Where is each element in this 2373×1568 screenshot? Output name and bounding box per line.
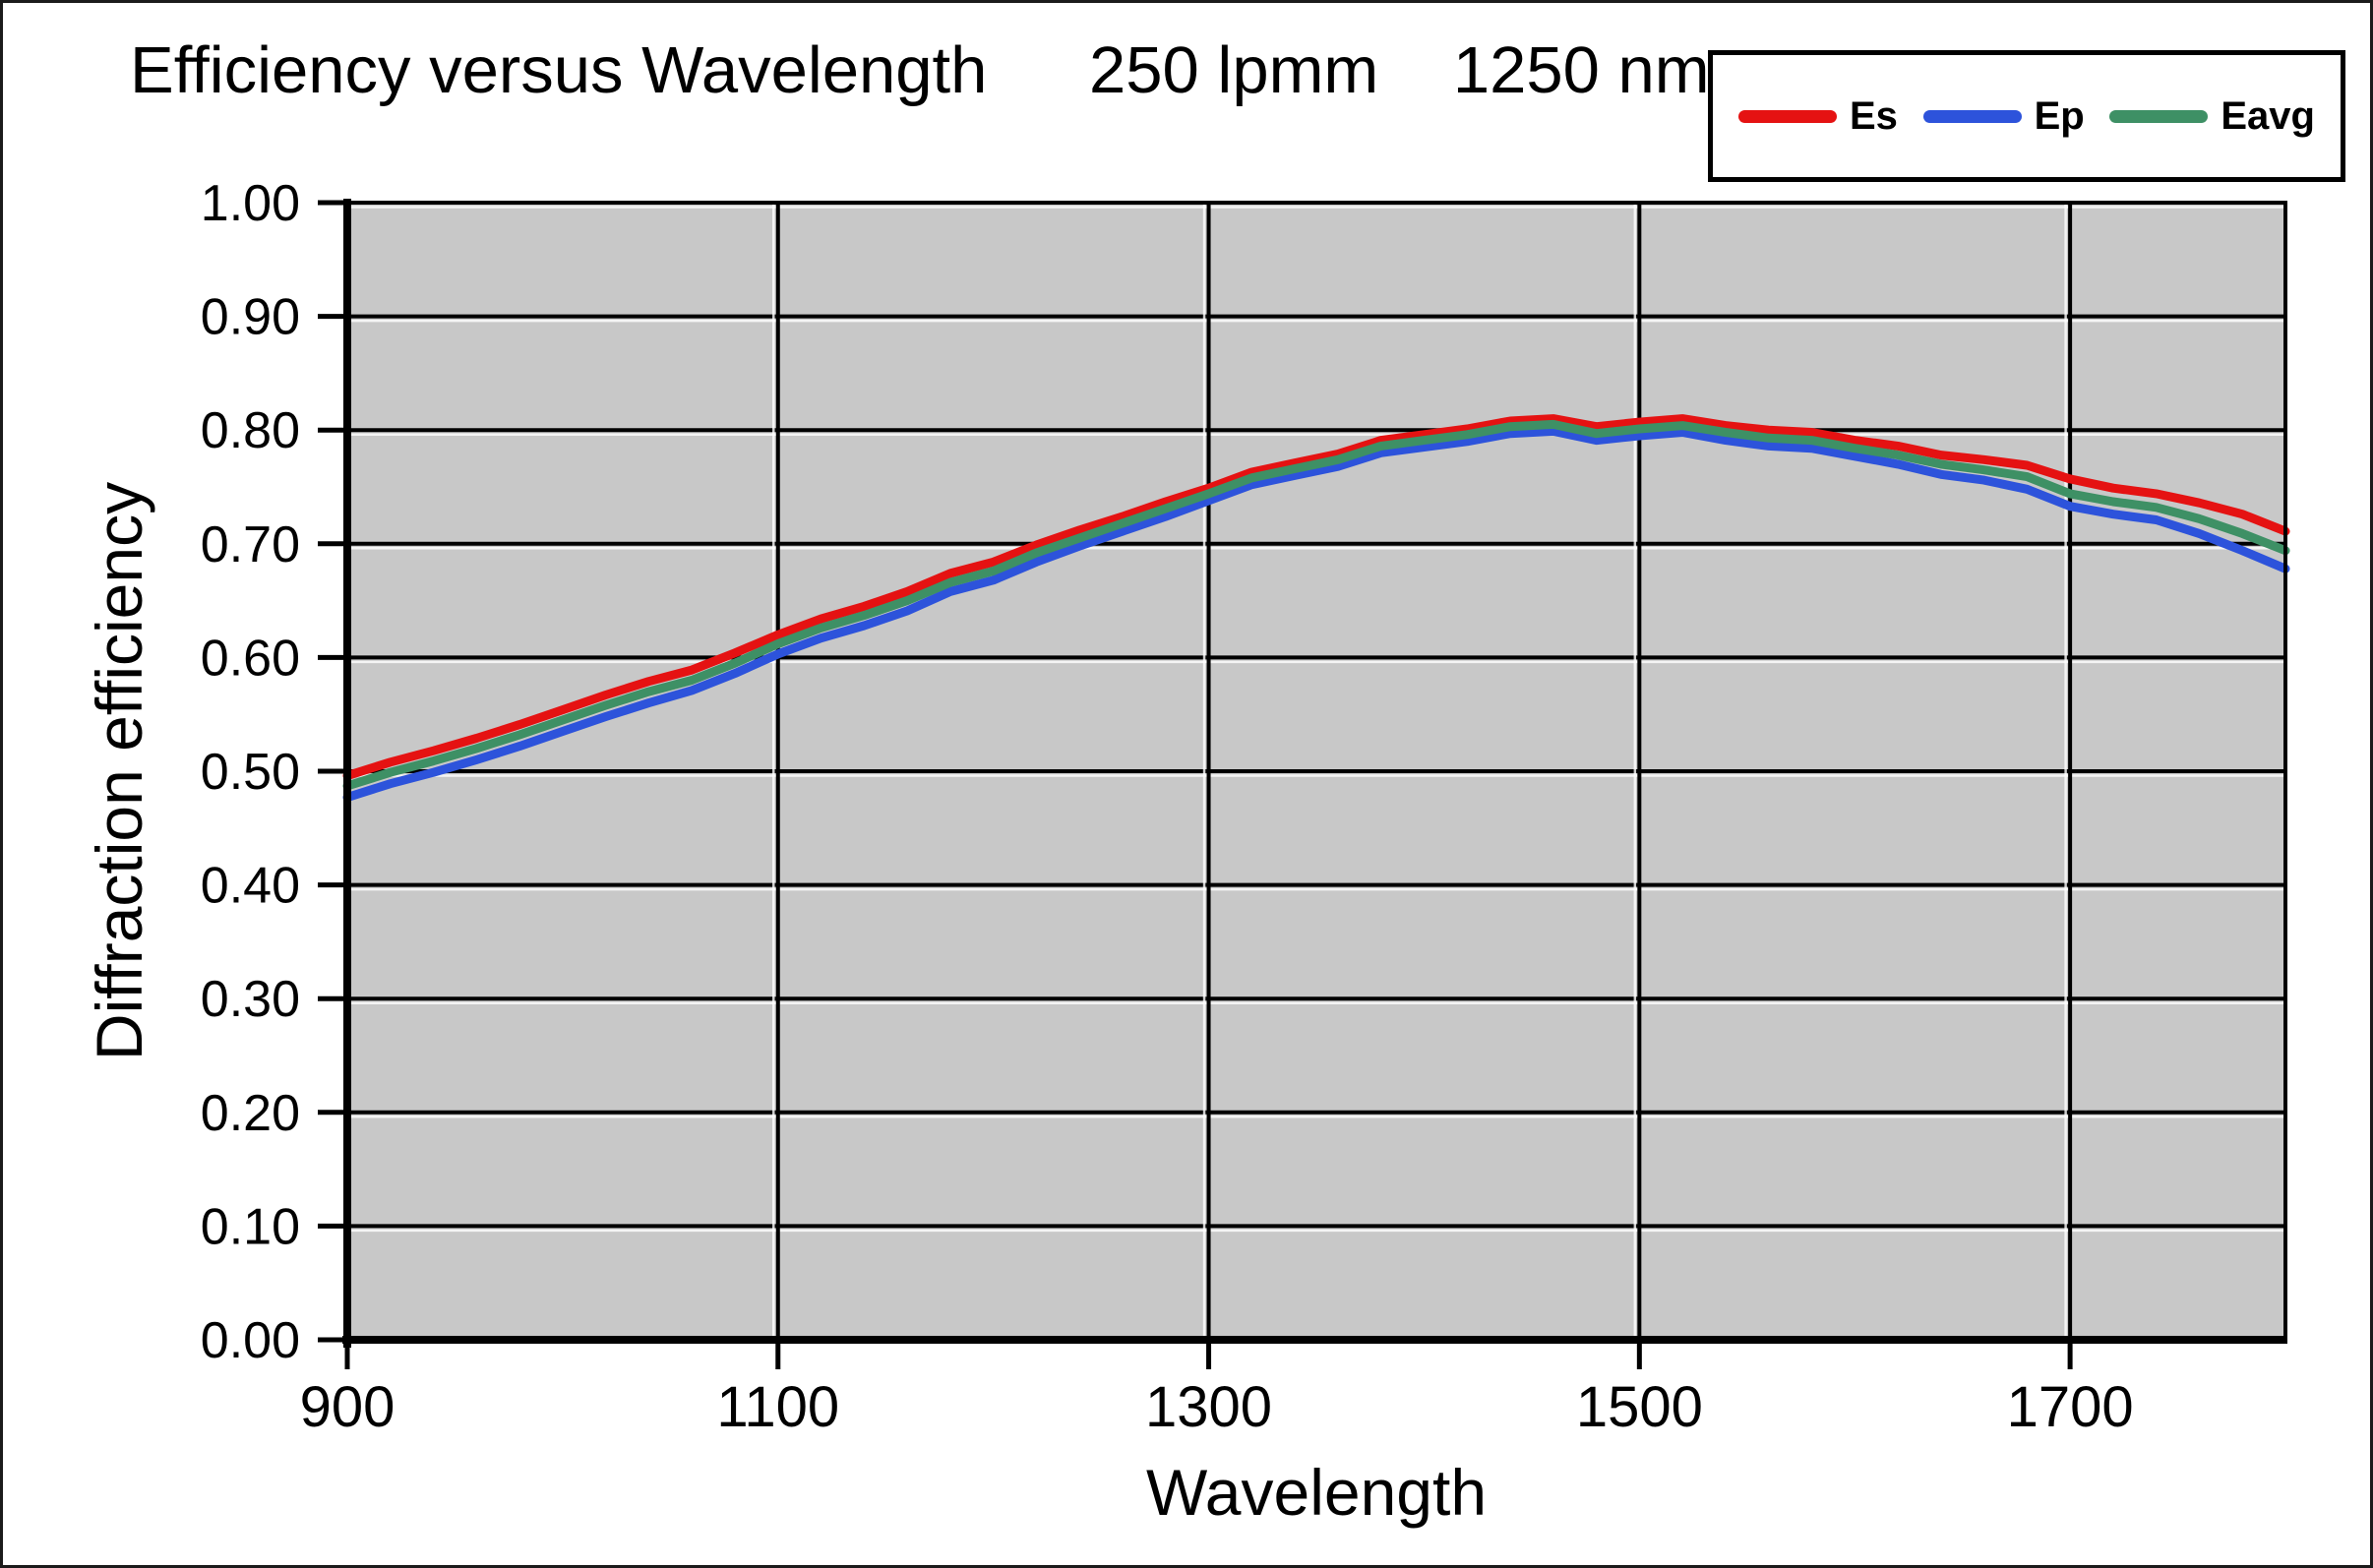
legend-line-swatch-Ep bbox=[1922, 109, 2022, 123]
series-line-Eavg bbox=[342, 419, 2290, 791]
legend-item-Eavg: Eavg bbox=[2109, 94, 2315, 139]
x-axis-title: Wavelength bbox=[1145, 1456, 1488, 1529]
legend-item-Es: Es bbox=[1738, 94, 1898, 139]
y-tick-label-0.00: 0.00 bbox=[201, 1312, 300, 1369]
chart-title-nm: 1250 nm bbox=[1452, 33, 1710, 107]
y-tick-label-0.40: 0.40 bbox=[201, 858, 300, 915]
x-tick-label-1100: 1100 bbox=[716, 1375, 839, 1439]
legend-label-Eavg: Eavg bbox=[2221, 93, 2315, 138]
x-tick-label-1700: 1700 bbox=[2007, 1375, 2134, 1439]
legend-label-Ep: Ep bbox=[2034, 93, 2085, 138]
y-tick-label-0.70: 0.70 bbox=[201, 516, 300, 573]
x-tick-label-1500: 1500 bbox=[1576, 1375, 1703, 1439]
x-tick-label-1300: 1300 bbox=[1145, 1375, 1272, 1439]
y-axis-title: Diffraction efficiency bbox=[83, 481, 155, 1061]
chart-title-main: Efficiency versus Wavelength bbox=[130, 33, 988, 107]
x-tick-label-900: 900 bbox=[300, 1375, 396, 1439]
y-tick-label-0.80: 0.80 bbox=[201, 402, 300, 459]
series-line-Es bbox=[342, 414, 2290, 781]
y-tick-label-0.90: 0.90 bbox=[201, 289, 300, 346]
series-line-Ep bbox=[342, 426, 2290, 803]
legend-label-Es: Es bbox=[1850, 93, 1898, 138]
y-tick-label-0.50: 0.50 bbox=[201, 744, 300, 801]
legend-line-swatch-Es bbox=[1738, 109, 1837, 123]
legend-box: Es Ep Eavg bbox=[1708, 50, 2345, 182]
y-tick-label-1.00: 1.00 bbox=[201, 175, 300, 232]
chart-title: Efficiency versus Wavelength 250 lpmm 12… bbox=[130, 33, 1710, 107]
y-tick-label-0.20: 0.20 bbox=[201, 1085, 300, 1142]
y-tick-label-0.60: 0.60 bbox=[201, 630, 300, 687]
y-tick-label-0.10: 0.10 bbox=[201, 1198, 300, 1255]
y-tick-label-0.30: 0.30 bbox=[201, 971, 300, 1028]
legend-item-Ep: Ep bbox=[1922, 93, 2085, 139]
chart-title-lpmm: 250 lpmm bbox=[1089, 33, 1379, 107]
legend-line-swatch-Eavg bbox=[2109, 109, 2209, 123]
plot-area: 0.00 0.10 0.20 0.30 0.40 0.50 0.60 0.70 0.80 0.90… bbox=[201, 175, 2290, 1439]
